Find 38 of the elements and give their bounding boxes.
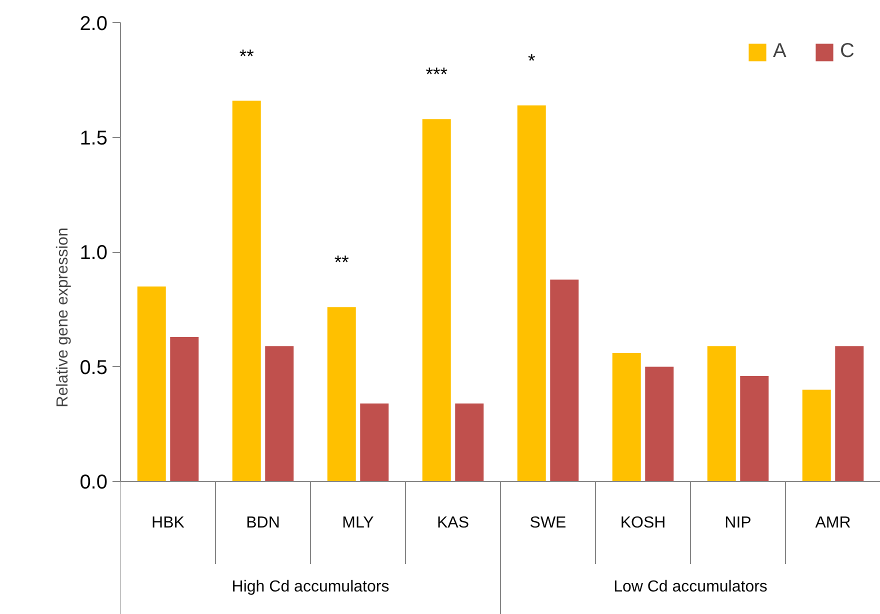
- x-tick-label: MLY: [342, 514, 374, 532]
- bar: [232, 100, 261, 482]
- annotation: ***: [426, 64, 448, 85]
- y-tick-label: 1.0: [80, 242, 108, 264]
- y-tick-label: 0.5: [80, 356, 108, 379]
- annotation: *: [528, 50, 536, 71]
- bar: [835, 346, 864, 482]
- bar: [645, 366, 674, 482]
- text: Low Cd accumulators: [614, 578, 768, 596]
- y-tick-label: 1.5: [80, 127, 108, 150]
- annotation: **: [334, 252, 349, 273]
- bar: [550, 280, 579, 482]
- x-tick-label: BDN: [246, 514, 280, 532]
- x-tick-label: KAS: [436, 514, 470, 532]
- bar: [455, 404, 484, 482]
- bar: [360, 404, 389, 482]
- y-tick-label: 2.0: [80, 12, 108, 35]
- legend-label: C: [840, 40, 856, 63]
- bar: [612, 353, 641, 482]
- x-tick-label: SWE: [530, 514, 566, 532]
- bar: [170, 336, 199, 482]
- bar: [327, 307, 356, 482]
- x-tick-label: AMR: [815, 514, 851, 532]
- bar: [137, 286, 166, 482]
- x-tick-label: KOSH: [620, 514, 666, 532]
- x-tick-label: HBK: [152, 514, 185, 532]
- y-axis-title: Relative gene expression: [54, 228, 72, 408]
- bar: [422, 119, 451, 482]
- bar: [802, 390, 831, 482]
- legend-label: A: [773, 40, 788, 63]
- text: High Cd accumulators: [232, 578, 390, 596]
- bar: [517, 105, 546, 482]
- bar: [265, 346, 294, 482]
- x-tick-label: NIP: [724, 514, 752, 532]
- y-tick-label: 0.0: [80, 471, 108, 494]
- bar: [707, 346, 736, 482]
- bar: [740, 376, 769, 482]
- annotation: **: [239, 45, 254, 66]
